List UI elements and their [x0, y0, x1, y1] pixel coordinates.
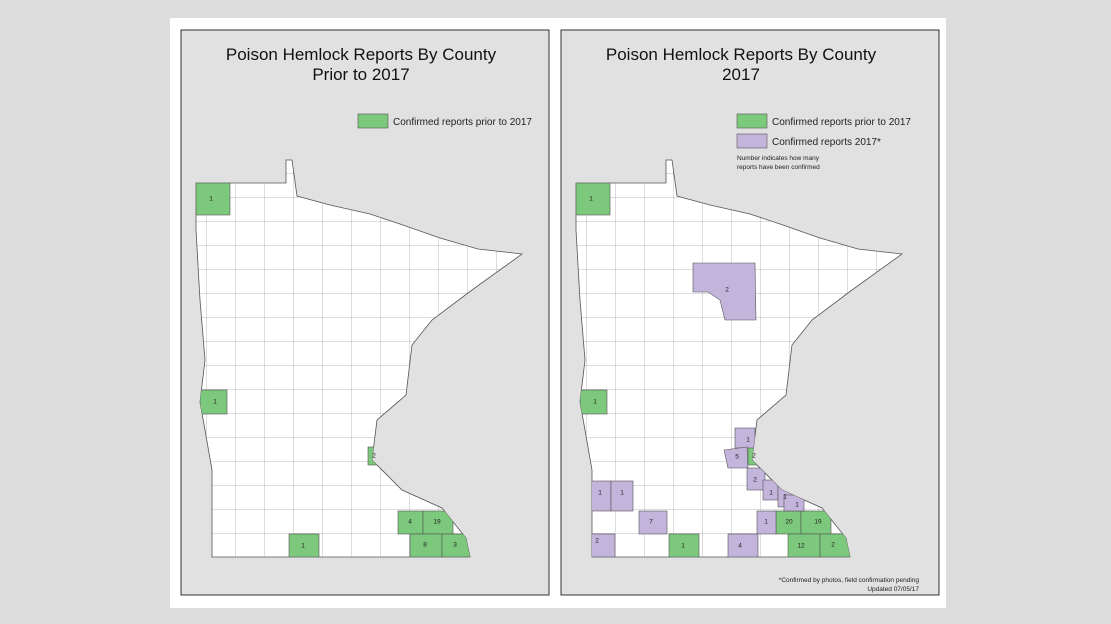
county-count: 2 — [752, 453, 756, 460]
footnote: *Confirmed by photos, field confirmation… — [779, 577, 920, 584]
county-count: 19 — [433, 519, 441, 526]
county-count: 1 — [620, 490, 624, 497]
county-count: 1 — [764, 519, 768, 526]
footnote: Updated 07/05/17 — [867, 586, 919, 593]
county-count: 19 — [814, 519, 822, 526]
map-title: Poison Hemlock Reports By County — [606, 45, 877, 64]
county-count: 5 — [735, 454, 739, 461]
county-count: 2 — [753, 477, 757, 484]
county-fills — [576, 182, 853, 557]
county-count: 4 — [738, 543, 742, 550]
legend-swatch — [736, 113, 768, 129]
county-count: 1 — [593, 399, 597, 406]
county-count: 1 — [769, 490, 773, 497]
legend-label: Confirmed reports prior to 2017 — [393, 117, 532, 128]
map-title: Poison Hemlock Reports By County — [226, 45, 497, 64]
county-count: 3 — [453, 542, 457, 549]
county-count: 20 — [785, 519, 793, 526]
legend-label: Confirmed reports prior to 2017 — [772, 117, 911, 128]
legend-swatch — [357, 113, 389, 129]
county-count: 4 — [408, 519, 412, 526]
county-count: 7 — [649, 519, 653, 526]
county-count: 12 — [797, 543, 805, 550]
county-count: 2 — [372, 453, 376, 460]
county-count: 1 — [213, 399, 217, 406]
county-count: 1 — [209, 196, 213, 203]
county-count: 2 — [831, 542, 835, 549]
county-count: 1 — [746, 437, 750, 444]
legend-swatch — [736, 133, 768, 149]
right-map-panel: Poison Hemlock Reports By County 2017 Co… — [560, 29, 940, 596]
county-count: 1 — [301, 543, 305, 550]
county-count: 2 — [725, 287, 729, 294]
legend-label: Confirmed reports 2017* — [772, 137, 881, 148]
map-subtitle: 2017 — [722, 65, 760, 84]
county-count: 1 — [783, 494, 787, 501]
county-count: 2 — [595, 538, 599, 545]
legend-note: reports have been confirmed — [737, 164, 820, 171]
county-count: 8 — [423, 542, 427, 549]
county-count: 1 — [795, 502, 799, 509]
left-map-panel: Poison Hemlock Reports By County Prior t… — [180, 29, 550, 596]
county-count: 1 — [681, 543, 685, 550]
legend-note: Number indicates how many — [737, 155, 820, 162]
map-subtitle: Prior to 2017 — [312, 65, 409, 84]
county-count: 1 — [589, 196, 593, 203]
county-count: 1 — [598, 490, 602, 497]
